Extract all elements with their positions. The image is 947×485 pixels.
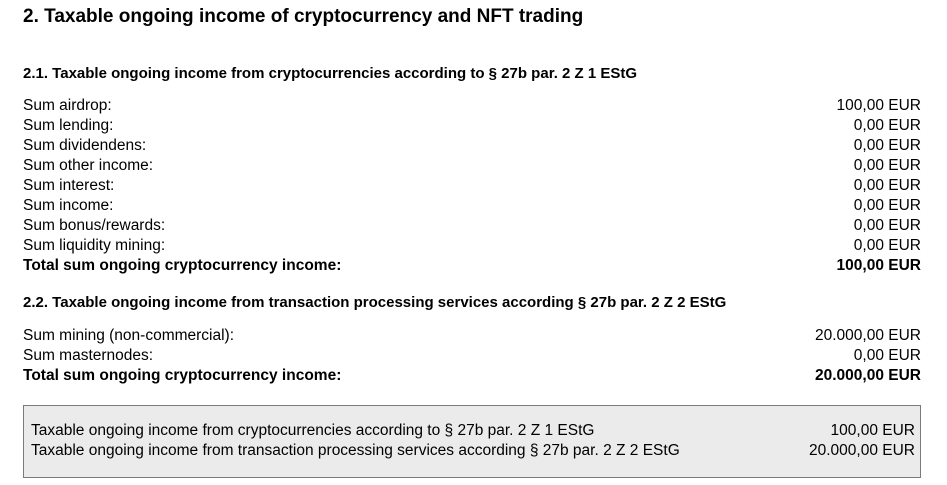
row-value: 0,00 EUR [853, 217, 921, 234]
row-label: Sum dividendens: [23, 137, 147, 154]
row-label: Sum liquidity mining: [23, 237, 166, 254]
row-label: Sum masternodes: [23, 347, 154, 364]
row-total: Total sum ongoing cryptocurrency income:… [23, 256, 921, 276]
row-value: 0,00 EUR [853, 157, 921, 174]
row-value: 0,00 EUR [853, 177, 921, 194]
row-income: Sum income: 0,00 EUR [23, 196, 921, 216]
row-value: 0,00 EUR [853, 137, 921, 154]
row-label: Sum bonus/rewards: [23, 217, 166, 234]
row-label: Sum other income: [23, 157, 154, 174]
page-title: 2. Taxable ongoing income of cryptocurre… [23, 6, 584, 27]
summary-row-transaction-processing: Taxable ongoing income from transaction … [31, 441, 915, 461]
row-value: 20.000,00 EUR [809, 442, 915, 459]
row-value: 0,00 EUR [853, 237, 921, 254]
row-label: Taxable ongoing income from cryptocurren… [31, 422, 595, 439]
total-value: 100,00 EUR [836, 257, 921, 274]
row-value: 100,00 EUR [836, 97, 921, 114]
row-lending: Sum lending: 0,00 EUR [23, 116, 921, 136]
row-masternodes: Sum masternodes: 0,00 EUR [23, 346, 921, 366]
row-label: Sum mining (non-commercial): [23, 327, 235, 344]
total-label: Total sum ongoing cryptocurrency income: [23, 367, 342, 384]
section-2-2-table: Sum mining (non-commercial): 20.000,00 E… [23, 326, 921, 386]
summary-table: Taxable ongoing income from cryptocurren… [31, 421, 915, 461]
section-2-1-heading: 2.1. Taxable ongoing income from cryptoc… [23, 65, 638, 82]
row-dividends: Sum dividendens: 0,00 EUR [23, 136, 921, 156]
section-2-2-heading: 2.2. Taxable ongoing income from transac… [23, 294, 727, 311]
summary-row-cryptocurrencies: Taxable ongoing income from cryptocurren… [31, 421, 915, 441]
row-airdrop: Sum airdrop: 100,00 EUR [23, 96, 921, 116]
summary-box: Taxable ongoing income from cryptocurren… [23, 405, 921, 478]
row-mining: Sum mining (non-commercial): 20.000,00 E… [23, 326, 921, 346]
total-label: Total sum ongoing cryptocurrency income: [23, 257, 342, 274]
row-value: 0,00 EUR [853, 197, 921, 214]
row-interest: Sum interest: 0,00 EUR [23, 176, 921, 196]
row-value: 20.000,00 EUR [815, 327, 921, 344]
row-bonus-rewards: Sum bonus/rewards: 0,00 EUR [23, 216, 921, 236]
section-2-1-table: Sum airdrop: 100,00 EUR Sum lending: 0,0… [23, 96, 921, 276]
row-value: 100,00 EUR [830, 422, 915, 439]
row-value: 0,00 EUR [853, 117, 921, 134]
row-other-income: Sum other income: 0,00 EUR [23, 156, 921, 176]
row-label: Sum airdrop: [23, 97, 112, 114]
row-label: Sum income: [23, 197, 114, 214]
row-liquidity-mining: Sum liquidity mining: 0,00 EUR [23, 236, 921, 256]
row-total: Total sum ongoing cryptocurrency income:… [23, 366, 921, 386]
row-label: Taxable ongoing income from transaction … [31, 442, 680, 459]
row-label: Sum interest: [23, 177, 115, 194]
row-value: 0,00 EUR [853, 347, 921, 364]
row-label: Sum lending: [23, 117, 114, 134]
total-value: 20.000,00 EUR [815, 367, 921, 384]
